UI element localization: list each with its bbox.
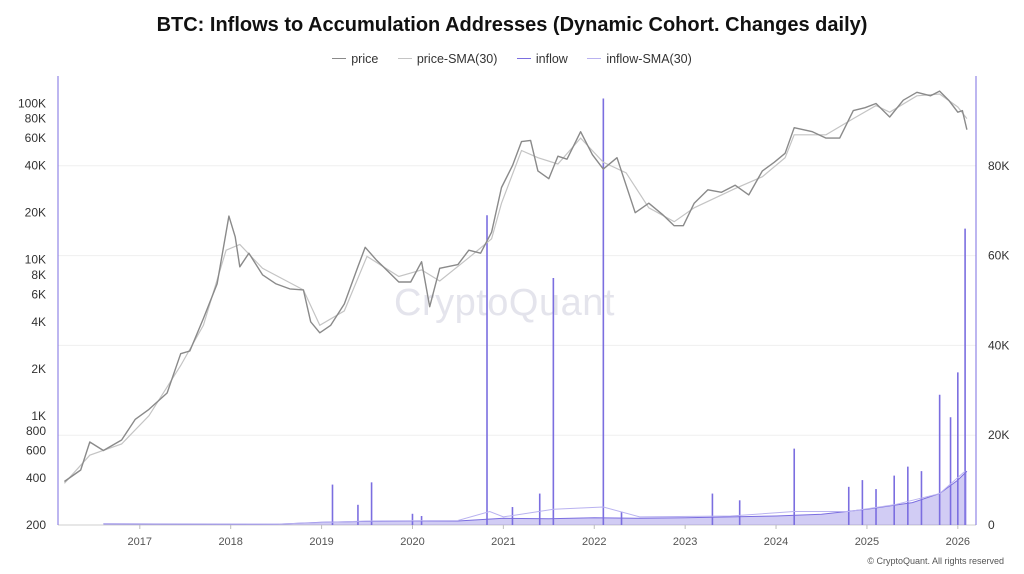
legend-item-inflow-sma[interactable]: inflow-SMA(30) xyxy=(587,51,692,66)
y-left-tick-label: 4K xyxy=(31,315,46,329)
series-price-line xyxy=(63,90,968,483)
series-group xyxy=(63,90,968,525)
x-tick-label: 2017 xyxy=(128,536,152,548)
x-tick-label: 2021 xyxy=(491,536,515,548)
y-left-tick-label: 8K xyxy=(31,268,46,282)
legend-swatch-price-sma xyxy=(397,58,412,59)
grid-lines xyxy=(58,165,976,436)
y-right-tick-label: 80K xyxy=(988,159,1009,173)
legend-label-inflow: inflow xyxy=(535,51,568,66)
copyright-notice: © CryptoQuant. All rights reserved xyxy=(867,556,1004,566)
y-left-tick-label: 100K xyxy=(18,97,46,111)
x-tick-label: 2024 xyxy=(764,536,788,548)
x-tick-label: 2019 xyxy=(309,536,333,548)
legend-item-inflow[interactable]: inflow xyxy=(516,51,568,66)
legend-label-inflow-sma: inflow-SMA(30) xyxy=(606,51,692,66)
legend-label-price: price xyxy=(351,51,379,66)
y-axis-right: 0 20K 40K 60K 80K xyxy=(975,76,1009,532)
x-tick-label: 2025 xyxy=(855,536,879,548)
y-left-tick-label: 80K xyxy=(25,112,46,126)
y-right-tick-label: 20K xyxy=(988,428,1009,442)
x-tick-label: 2020 xyxy=(400,536,424,548)
y-left-tick-label: 6K xyxy=(31,287,46,301)
x-tick-label: 2023 xyxy=(673,536,697,548)
x-tick-label: 2018 xyxy=(218,536,242,548)
y-right-tick-label: 60K xyxy=(988,249,1009,263)
y-right-tick-label: 40K xyxy=(988,338,1009,352)
y-left-tick-label: 400 xyxy=(26,471,46,485)
y-left-tick-label: 60K xyxy=(25,131,46,145)
y-left-tick-label: 2K xyxy=(31,362,46,376)
legend-swatch-price xyxy=(332,58,347,59)
legend-label-price-sma: price-SMA(30) xyxy=(416,51,498,66)
y-left-tick-label: 10K xyxy=(25,253,46,267)
chart-title: BTC: Inflows to Accumulation Addresses (… xyxy=(156,14,868,36)
y-left-tick-label: 200 xyxy=(26,518,46,532)
y-left-tick-label: 600 xyxy=(26,443,46,457)
legend-item-price[interactable]: price xyxy=(332,52,378,66)
y-left-tick-label: 20K xyxy=(25,206,46,220)
legend-item-price-sma[interactable]: price-SMA(30) xyxy=(397,51,498,66)
y-left-tick-label: 40K xyxy=(25,159,46,173)
x-axis: 2017 2018 2019 2020 2021 2022 2023 2024 2025 2026 xyxy=(58,524,976,548)
x-tick-label: 2026 xyxy=(946,536,970,548)
legend-swatch-inflow-sma xyxy=(587,58,602,59)
y-right-tick-label: 0 xyxy=(988,518,995,532)
series-inflow-sma-line xyxy=(103,470,966,525)
x-tick-label: 2022 xyxy=(582,536,606,548)
series-price-sma-line xyxy=(63,93,968,484)
legend-swatch-inflow xyxy=(516,58,531,59)
series-inflow-area xyxy=(103,471,967,525)
legend: price price-SMA(30) inflow inflow-SMA(30… xyxy=(0,48,1024,66)
y-left-tick-label: 800 xyxy=(26,424,46,438)
y-left-tick-label: 1K xyxy=(31,409,46,423)
